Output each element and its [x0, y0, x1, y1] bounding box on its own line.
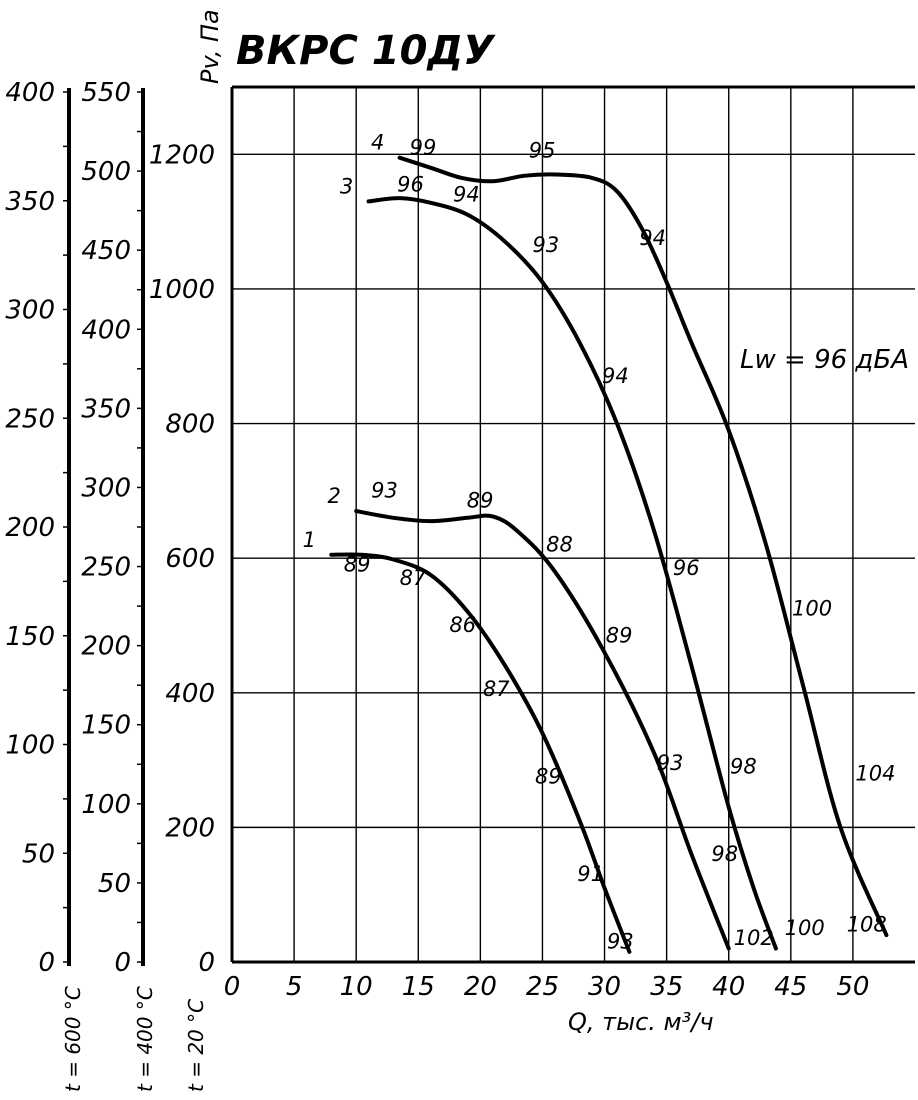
y-axis-label: Pv, Па: [196, 9, 224, 84]
curve-2: [354, 509, 731, 951]
aux-tick-label: 150: [81, 711, 131, 741]
aux-tick-label: 250: [81, 553, 131, 583]
aux-tick-label: 100: [81, 790, 131, 820]
sound-level-label: 94: [453, 182, 480, 206]
sound-level-label: 86: [449, 613, 476, 637]
x-tick-label: 10: [340, 972, 373, 1002]
sound-level-label: 93: [607, 930, 634, 954]
curve-number-label: 2: [327, 484, 340, 508]
y-tick-label: 1200: [149, 140, 215, 170]
x-tick-label: 15: [402, 972, 435, 1002]
sound-level-label: 93: [533, 233, 560, 257]
x-axis-label: Q, тыс. м³/ч: [568, 1008, 714, 1036]
curves: [329, 155, 889, 954]
axis-label-t20: t = 20 °C: [184, 999, 208, 1092]
sound-level-label: 95: [529, 139, 556, 163]
x-tick-label: 20: [464, 972, 497, 1002]
sound-level-label: 98: [730, 755, 757, 779]
sound-level-label: 108: [847, 913, 887, 937]
sound-level-label: 100: [792, 596, 832, 620]
y-tick-label: 400: [165, 679, 215, 709]
sound-level-label: 94: [639, 226, 666, 250]
aux-tick-label: 350: [81, 394, 131, 424]
chart-title: ВКРС 10ДУ: [236, 28, 496, 74]
sound-level-label: 89: [535, 765, 562, 789]
x-tick-label: 40: [712, 972, 745, 1002]
axis-label-t400: t = 400 °C: [133, 986, 157, 1092]
aux-tick-label: 150: [5, 622, 55, 652]
y-tick-label: 600: [165, 544, 215, 574]
sound-level-label: 98: [711, 842, 738, 866]
aux-tick-label: 250: [5, 404, 55, 434]
sound-level-label: 93: [371, 479, 398, 503]
labels: 1 89 87 86 87 89 91 93 2 93 89 88 89 93 98 102 3 96 94 93 94…: [303, 131, 896, 954]
aux-tick-label: 550: [81, 78, 131, 108]
curve-1: [329, 552, 632, 954]
sound-level-label: 104: [855, 761, 895, 785]
aux-tick-label: 50: [98, 869, 131, 899]
x-tick-label: 5: [286, 972, 303, 1002]
curve-number-label: 3: [340, 174, 353, 198]
axis-label-t600: t = 600 °C: [61, 986, 85, 1092]
x-tick-label: 25: [526, 972, 559, 1002]
y-tick-label: 1000: [149, 275, 215, 305]
aux-tick-label: 450: [81, 236, 131, 266]
curve-4: [397, 155, 889, 938]
aux-tick-label: 0: [114, 948, 131, 978]
aux-tick-label: 200: [81, 632, 131, 662]
axes: 0 5 10 15 20 25 30 35 40 45 5002004006008001000120…: [5, 78, 915, 1002]
curve-3: [366, 196, 778, 951]
sound-level-label: 99: [410, 135, 437, 159]
sound-power-annotation: Lw = 96 дБА: [740, 345, 909, 375]
aux-tick-label: 200: [5, 513, 55, 543]
aux-tick-label: 100: [5, 731, 55, 761]
x-tick-label: 0: [224, 972, 241, 1002]
x-tick-label: 35: [650, 972, 683, 1002]
aux-tick-label: 300: [81, 473, 131, 503]
aux-tick-label: 0: [38, 948, 55, 978]
sound-level-label: 88: [546, 532, 573, 556]
sound-level-label: 89: [606, 623, 633, 647]
sound-level-label: 94: [602, 364, 629, 388]
y-tick-label: 800: [165, 410, 215, 440]
sound-level-label: 89: [344, 553, 371, 577]
x-tick-label: 30: [588, 972, 621, 1002]
sound-level-label: 93: [657, 751, 684, 775]
y-tick-label: 200: [165, 813, 215, 843]
aux-tick-label: 350: [5, 187, 55, 217]
sound-level-label: 89: [467, 489, 494, 513]
curve-number-label: 4: [371, 131, 384, 155]
x-tick-label: 50: [836, 972, 869, 1002]
aux-tick-label: 400: [5, 78, 55, 108]
aux-tick-label: 400: [81, 315, 131, 345]
x-tick-label: 45: [774, 972, 807, 1002]
grid: [232, 87, 915, 962]
curve-number-label: 1: [303, 528, 316, 552]
sound-level-label: 96: [397, 172, 424, 196]
aux-tick-label: 300: [5, 296, 55, 326]
sound-level-label: 87: [483, 677, 510, 701]
y-tick-label: 0: [198, 948, 215, 978]
sound-level-label: 87: [400, 566, 427, 590]
aux-tick-label: 50: [22, 839, 55, 869]
sound-level-label: 100: [785, 916, 825, 940]
sound-level-label: 96: [673, 556, 700, 580]
aux-tick-label: 500: [81, 157, 131, 187]
sound-level-label: 102: [734, 926, 774, 950]
sound-level-label: 91: [577, 862, 604, 886]
